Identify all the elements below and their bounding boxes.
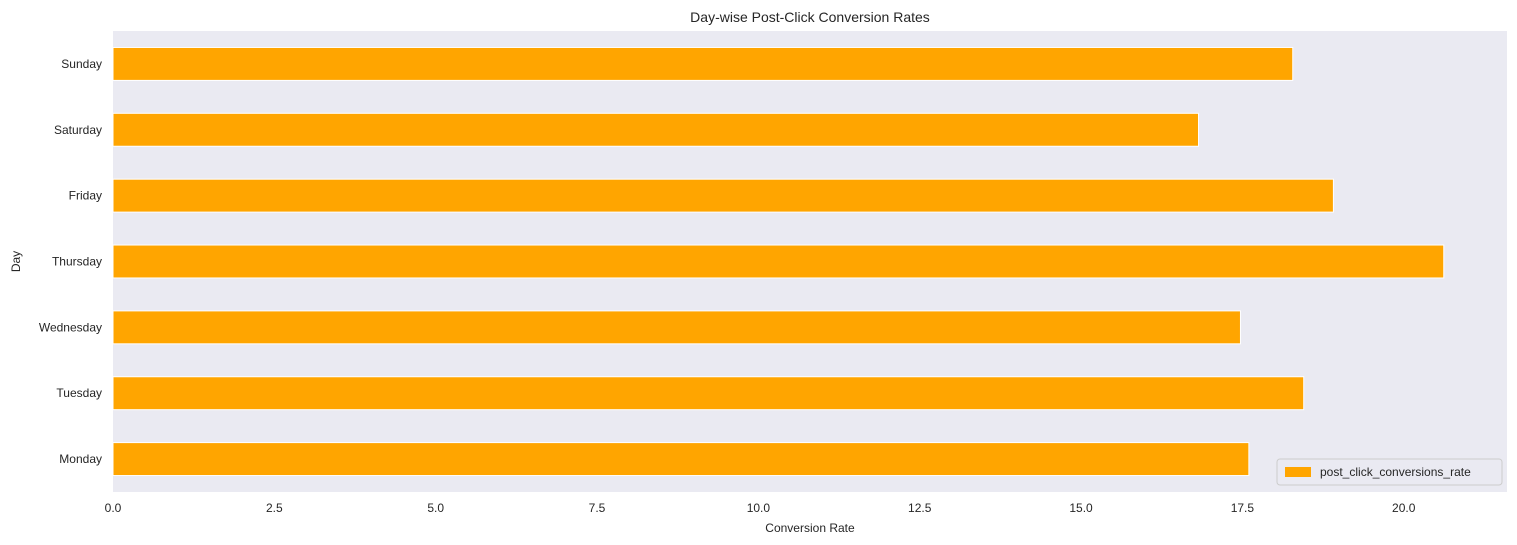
y-tick-label: Saturday — [54, 123, 102, 137]
bar-monday — [112, 442, 1250, 477]
x-axis-label: Conversion Rate — [765, 521, 855, 535]
bar-saturday — [112, 112, 1200, 147]
bars-group — [112, 46, 1445, 477]
x-tick-label: 2.5 — [266, 501, 283, 515]
bar-sunday — [112, 46, 1294, 81]
y-tick-label: Tuesday — [56, 386, 102, 400]
y-tick-label: Friday — [69, 189, 102, 203]
legend: post_click_conversions_rate — [1276, 458, 1503, 486]
bar-thursday — [112, 244, 1445, 279]
y-tick-label: Monday — [59, 452, 102, 466]
x-tick-label: 10.0 — [747, 501, 771, 515]
legend-box — [1276, 458, 1503, 486]
x-tick-label: 15.0 — [1069, 501, 1093, 515]
chart-title: Day-wise Post-Click Conversion Rates — [690, 9, 930, 25]
legend-swatch — [1285, 467, 1311, 477]
y-axis-label: Day — [9, 251, 23, 272]
x-tick-label: 20.0 — [1392, 501, 1416, 515]
legend-label: post_click_conversions_rate — [1320, 465, 1471, 479]
x-tick-label: 5.0 — [427, 501, 444, 515]
y-tick-label: Sunday — [61, 57, 102, 71]
y-tick-label: Wednesday — [39, 320, 102, 334]
x-tick-label: 0.0 — [105, 501, 122, 515]
bar-wednesday — [112, 310, 1241, 345]
x-tick-label: 7.5 — [589, 501, 606, 515]
x-tick-labels: 0.0 2.5 5.0 7.5 10.0 12.5 15.0 17.5 20.0 — [105, 501, 1416, 515]
x-tick-label: 12.5 — [908, 501, 932, 515]
x-tick-label: 17.5 — [1231, 501, 1255, 515]
bar-tuesday — [112, 376, 1305, 411]
y-tick-label: Thursday — [52, 255, 102, 269]
y-tick-labels: Monday Tuesday Wednesday Thursday Friday Satu… — [39, 57, 102, 466]
bar-friday — [112, 178, 1334, 213]
